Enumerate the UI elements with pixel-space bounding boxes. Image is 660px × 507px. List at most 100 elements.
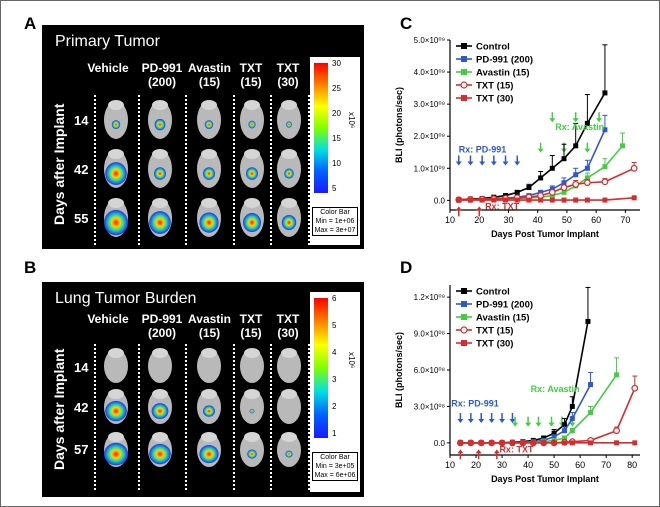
- x-axis-label: Days Post Tumor Implant: [491, 474, 599, 484]
- legend-label: TXT (30): [476, 94, 513, 105]
- y-tick-label: 0.0: [434, 196, 446, 205]
- column-header-txt15: TXT (15): [239, 61, 263, 89]
- data-point: [632, 440, 638, 446]
- series-4: [457, 440, 638, 446]
- colorbar-tick: 5: [332, 321, 337, 330]
- mouse-image: [240, 100, 264, 139]
- treatment-arrow: [512, 416, 519, 427]
- bioluminescence-signal: [281, 214, 297, 231]
- data-point: [573, 172, 579, 178]
- data-point: [549, 197, 555, 203]
- treatment-annotation: Rx: PD-991: [459, 144, 507, 154]
- data-point: [583, 179, 591, 187]
- bioluminescence-signal: [285, 450, 293, 458]
- x-tick-label: 60: [575, 460, 585, 470]
- legend-marker: [461, 314, 467, 320]
- x-tick-label: 30: [497, 460, 507, 470]
- data-point: [569, 416, 575, 422]
- data-point: [456, 197, 462, 203]
- column-divider: [270, 95, 272, 245]
- column-header-vehicle: Vehicle: [87, 61, 129, 75]
- series-line: [458, 129, 606, 201]
- column-header-txt15: TXT (15): [239, 312, 263, 340]
- data-point: [468, 440, 474, 446]
- data-point: [630, 164, 638, 172]
- mouse-images: [104, 100, 301, 237]
- colorbar-gradient: [314, 63, 328, 193]
- mouse-image: [104, 198, 128, 237]
- bioluminescence-signal: [247, 449, 257, 459]
- colorbar: 6 5 4 3 2 1 x10⁶ Color Bar Min = 3e+05 Max…: [310, 292, 360, 492]
- imaging-panel-primary-tumor: Primary Tumor Vehicle PD-991 (200) Avasti…: [42, 25, 364, 249]
- treatment-arrow: [476, 206, 483, 217]
- treatment-arrow: [493, 449, 500, 460]
- row-label-day14: 14: [74, 113, 89, 128]
- data-point: [588, 382, 594, 388]
- data-point: [503, 197, 509, 203]
- legend-label: TXT (30): [476, 339, 513, 350]
- chart-d-lung-tumor-bli: 0.0 3.0×10⁰⁸ 6.0×10⁰⁸ 9.0×10⁰⁸ 1.2×10⁰⁹ 10 20 3…: [394, 285, 640, 484]
- data-point: [561, 189, 567, 195]
- data-point: [537, 192, 545, 199]
- data-point: [499, 440, 505, 446]
- data-point: [561, 197, 567, 203]
- mouse-image: [240, 389, 264, 424]
- bioluminescence-signal: [284, 168, 294, 179]
- legend-marker: [461, 301, 467, 307]
- mouse-image: [104, 149, 128, 188]
- data-point: [489, 440, 495, 446]
- row-label-day14: 14: [74, 360, 89, 375]
- treatment-arrow: [502, 155, 509, 166]
- bioluminescence-signal: [246, 167, 258, 180]
- column-header-vehicle: Vehicle: [87, 312, 129, 326]
- y-axis-label: BLI (photons/sec): [394, 87, 404, 163]
- y-tick-label: 6.0×10⁰⁸: [414, 366, 445, 375]
- treatment-arrow: [467, 155, 474, 166]
- treatment-annotation: Rx: TXT: [485, 201, 520, 211]
- legend-label: Avastin (15): [476, 313, 530, 324]
- legend-marker: [461, 340, 467, 346]
- y-tick-label: 3.0×10⁰⁸: [414, 402, 445, 411]
- treatment-arrow: [548, 416, 555, 427]
- data-point: [584, 120, 590, 126]
- column-divider: [308, 95, 310, 245]
- data-point: [538, 197, 544, 203]
- panel-letter-b: B: [24, 258, 37, 277]
- mouse-image: [197, 100, 221, 139]
- data-point: [538, 175, 544, 181]
- treatment-annotation: Rx: TXT: [499, 445, 534, 455]
- data-point: [562, 428, 568, 434]
- imaging-panel-lung-tumor-burden: Lung Tumor Burden Vehicle PD-991 (200) Av…: [42, 282, 364, 497]
- colorbar-tick: 20: [332, 109, 341, 118]
- mouse-image: [104, 432, 128, 467]
- treatment-arrow: [455, 155, 462, 166]
- data-point: [602, 197, 608, 203]
- treatment-arrow: [509, 413, 516, 423]
- mouse-image: [277, 149, 301, 188]
- mouse-image: [197, 432, 221, 467]
- colorbar-gradient: [314, 298, 328, 438]
- legend-marker: [461, 43, 467, 49]
- mouse-image: [277, 389, 301, 424]
- bioluminescence-signal: [199, 445, 219, 464]
- colorbar-tick: 2: [332, 402, 337, 411]
- bioluminescence-signal: [151, 403, 169, 420]
- data-point: [588, 410, 594, 415]
- data-point: [526, 197, 532, 203]
- data-point: [584, 165, 590, 171]
- data-point: [602, 164, 608, 170]
- panel-title: Primary Tumor: [55, 33, 160, 50]
- colorbar-tick: 4: [332, 348, 337, 357]
- data-point: [551, 430, 557, 436]
- bioluminescence-signal: [104, 442, 128, 466]
- legend-label: Control: [476, 42, 510, 53]
- column-divider: [233, 344, 235, 490]
- data-point: [478, 440, 484, 446]
- legend-marker: [461, 69, 467, 75]
- bioluminescence-signal: [203, 405, 215, 417]
- treatment-arrow: [455, 206, 462, 217]
- mouse-image: [197, 389, 221, 424]
- data-point: [551, 440, 557, 446]
- bioluminescence-signal: [243, 213, 261, 233]
- column-header-pd991: PD-991 (200): [141, 312, 183, 340]
